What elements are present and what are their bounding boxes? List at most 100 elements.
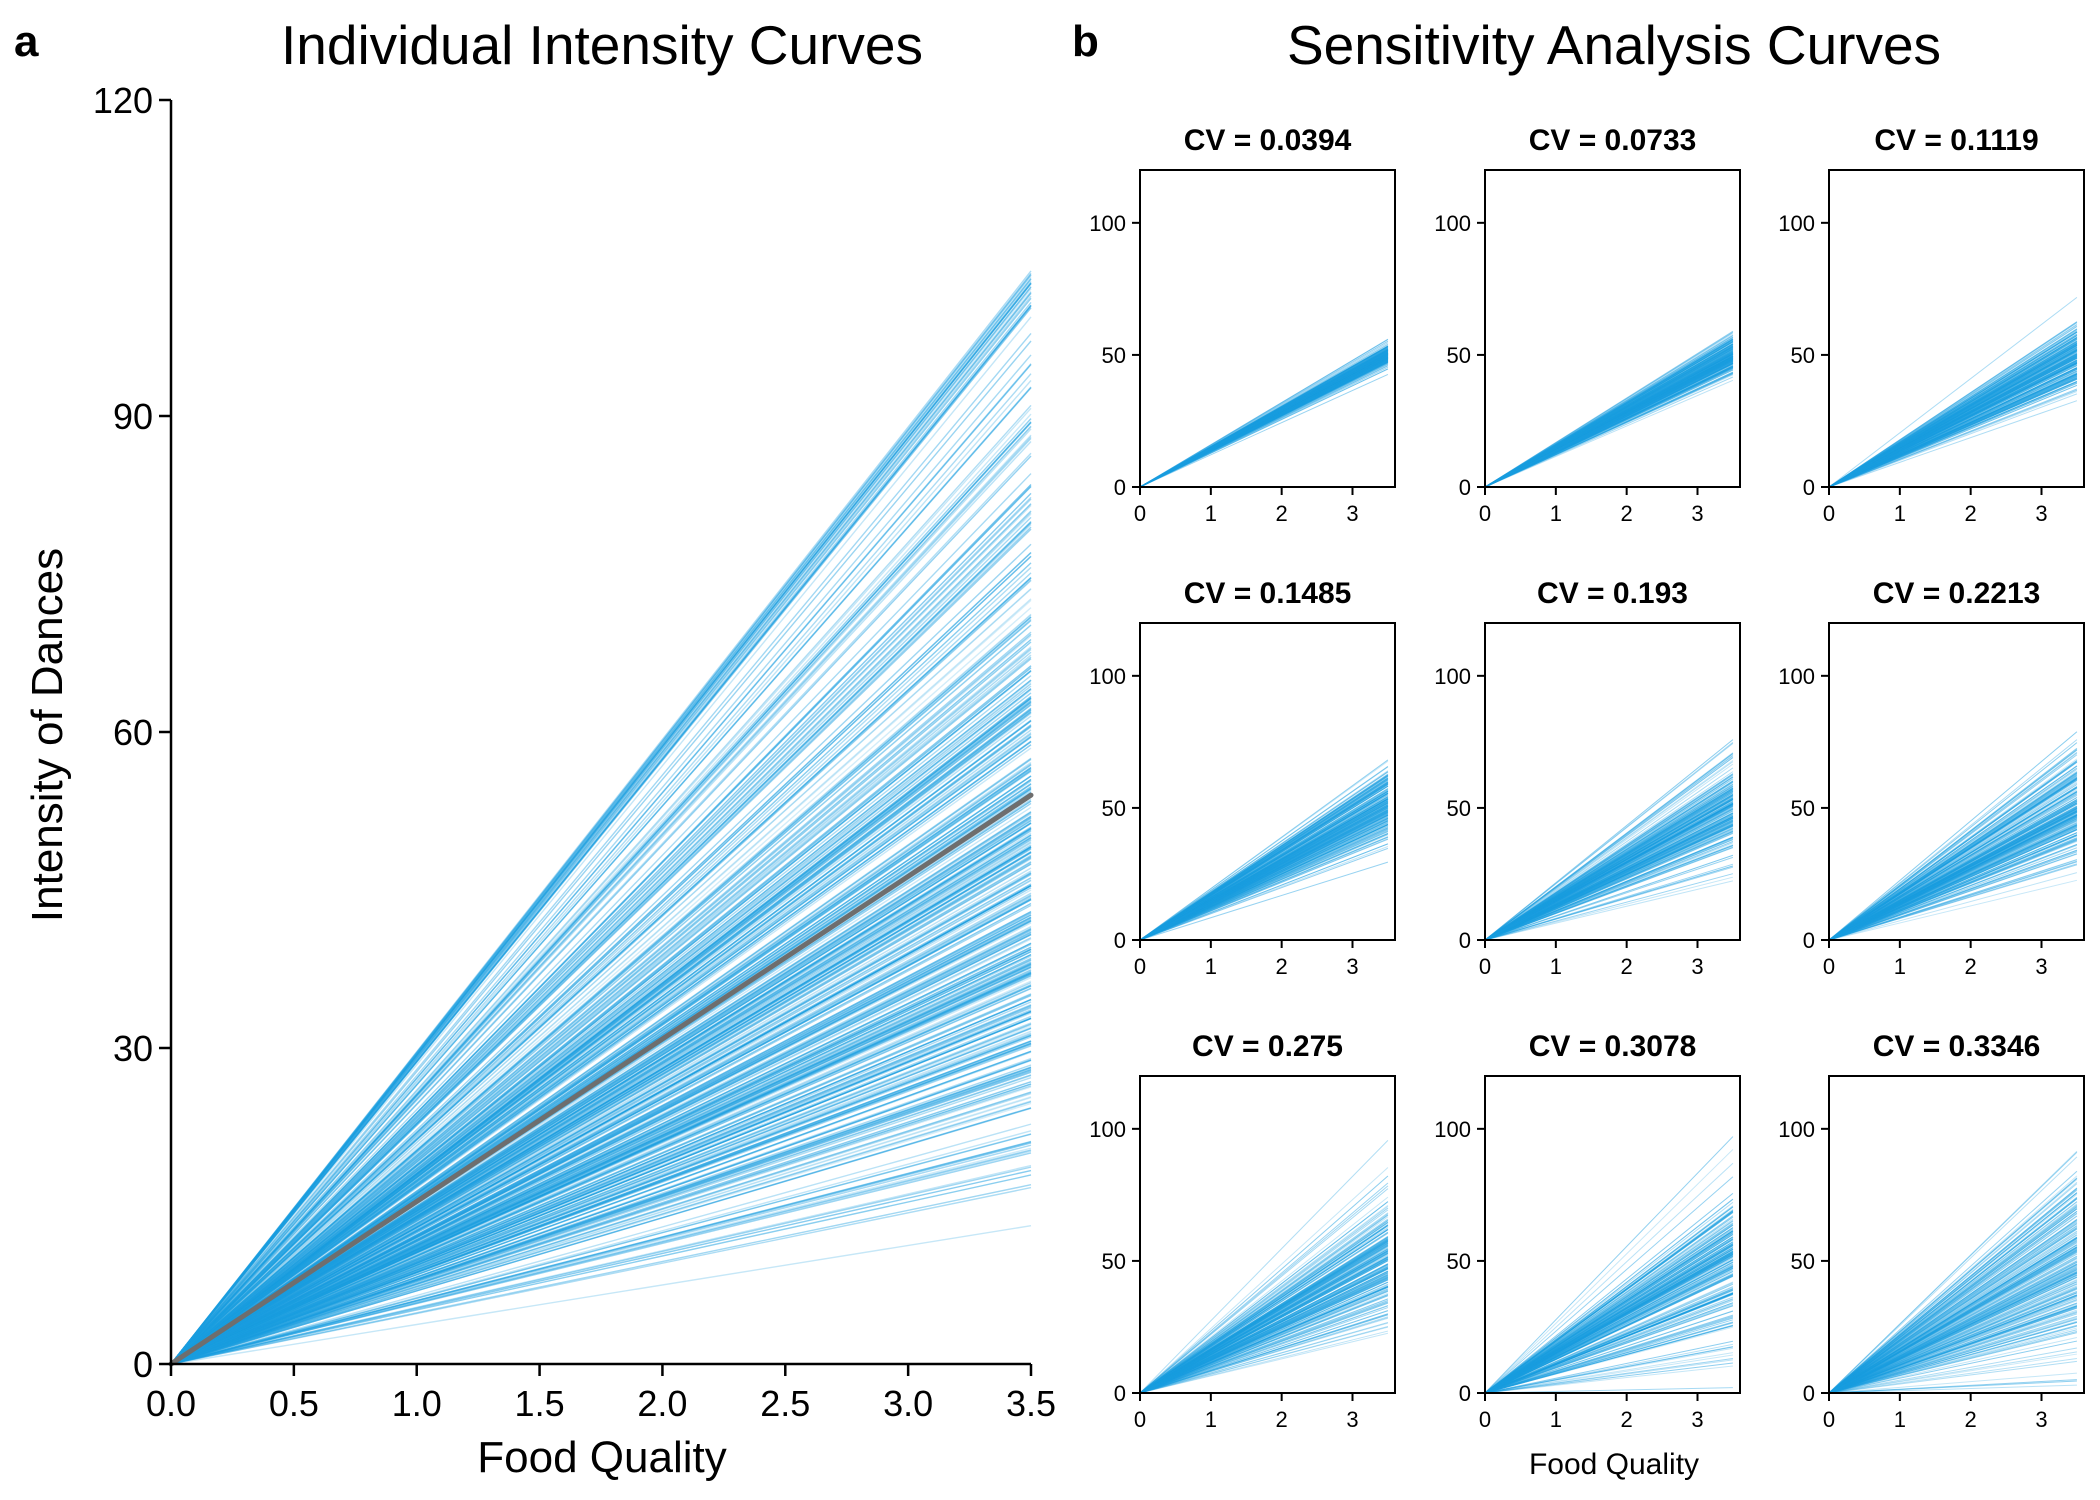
sensitivity-curve [1484,822,1734,941]
sensitivity-curve [1484,774,1734,941]
sensitivity-curve [1828,1177,2078,1394]
sensitivity-curve [1484,776,1734,941]
intensity-curve [170,1023,1032,1365]
intensity-curve [170,452,1032,1365]
sensitivity-curve [1484,344,1734,488]
intensity-curve [170,1045,1032,1365]
sensitivity-curve [1139,360,1389,488]
subplot-x-tick-label: 1 [1205,954,1217,979]
intensity-curve [170,822,1032,1365]
intensity-curve [170,649,1032,1365]
intensity-curve [170,857,1032,1365]
sensitivity-curve [1484,346,1734,488]
sensitivity-curve [1139,1140,1389,1394]
sensitivity-curve [1828,372,2078,488]
sensitivity-curve [1139,1231,1389,1394]
sensitivity-curve [1139,351,1389,488]
sensitivity-curve [1139,364,1389,488]
sensitivity-curve [1139,357,1389,488]
sensitivity-curve [1139,1220,1389,1394]
intensity-curve [170,332,1032,1365]
sensitivity-curve [1139,1214,1389,1394]
sensitivity-curve [1484,847,1734,941]
sensitivity-curve [1139,783,1389,941]
sensitivity-curve [1139,1274,1389,1394]
sensitivity-curve [1828,352,2078,488]
sensitivity-curve [1139,1322,1389,1394]
intensity-curve [170,1051,1032,1365]
sensitivity-curve [1828,1170,2078,1394]
sensitivity-curve [1139,809,1389,941]
sensitivity-curve [1484,865,1734,941]
sensitivity-curve [1828,338,2078,488]
sensitivity-curve [1828,739,2078,941]
sensitivity-curve [1828,808,2078,941]
sensitivity-curve [1139,1286,1389,1394]
sensitivity-curve [1484,775,1734,941]
sensitivity-curve [1139,777,1389,941]
sensitivity-curve [1139,789,1389,941]
sensitivity-curve [1484,793,1734,941]
sensitivity-curve [1139,778,1389,941]
sensitivity-curve [1828,348,2078,488]
intensity-curve [170,700,1032,1365]
sensitivity-curve [1828,1332,2078,1394]
sensitivity-curve [1828,360,2078,488]
intensity-curve [170,937,1032,1365]
intensity-curve [170,288,1032,1365]
sensitivity-curve [1828,807,2078,941]
sensitivity-curve [1139,1204,1389,1394]
mean-intensity-curve [168,792,1034,1367]
sensitivity-curve [1828,1380,2077,1394]
sensitivity-curve [1139,1290,1389,1394]
sensitivity-curve [1828,1303,2078,1394]
sensitivity-curve [1828,1181,2078,1394]
sensitivity-curve [1139,766,1389,941]
panel-a-title: Individual Intensity Curves [281,14,923,76]
sensitivity-curve [1828,823,2078,941]
sensitivity-curve [1828,337,2078,488]
intensity-curve [170,520,1032,1365]
sensitivity-curve [1484,358,1734,488]
sensitivity-curve [1828,354,2078,488]
intensity-curve [170,704,1032,1365]
sensitivity-curve [1828,1264,2078,1394]
intensity-curve [170,425,1032,1365]
sensitivity-curve [1484,1198,1734,1394]
sensitivity-curve [1828,777,2078,941]
subplot-y-tick-label: 0 [1803,928,1815,953]
intensity-curve [170,926,1032,1365]
subplot-x-tick-label: 2 [1276,1407,1288,1432]
sensitivity-curve [1484,1317,1734,1394]
sensitivity-curve [1139,792,1389,941]
sensitivity-curve [1484,1325,1734,1394]
sensitivity-curve [1484,1292,1734,1394]
intensity-curve [170,1050,1032,1365]
intensity-curve [170,588,1032,1365]
subplot-x-tick-label: 2 [1621,501,1633,526]
intensity-curve [170,685,1032,1365]
sensitivity-curve [1139,827,1389,941]
sensitivity-curve [1828,1316,2078,1394]
sensitivity-curve [1828,334,2078,488]
sensitivity-curve [1828,1306,2078,1394]
intensity-curve [170,962,1032,1365]
sensitivity-curve [1828,334,2078,488]
sensitivity-curve [1828,815,2078,941]
intensity-curve [170,658,1032,1365]
sensitivity-curve [1828,1269,2078,1394]
sensitivity-curve [1828,1208,2078,1394]
sensitivity-curve [1139,1251,1389,1394]
sensitivity-curve [1484,1281,1734,1394]
sensitivity-curve [1139,353,1389,488]
sensitivity-curve [1484,789,1734,941]
sensitivity-curve [1828,789,2078,941]
intensity-curve [170,999,1032,1365]
intensity-curve [170,1081,1032,1365]
sensitivity-curve [1484,1216,1734,1394]
sensitivity-curve [1139,1201,1389,1394]
sensitivity-curve [1484,1259,1734,1394]
sensitivity-curve [1139,1288,1389,1394]
sensitivity-curve [1828,355,2078,488]
sensitivity-curve [1484,755,1734,941]
